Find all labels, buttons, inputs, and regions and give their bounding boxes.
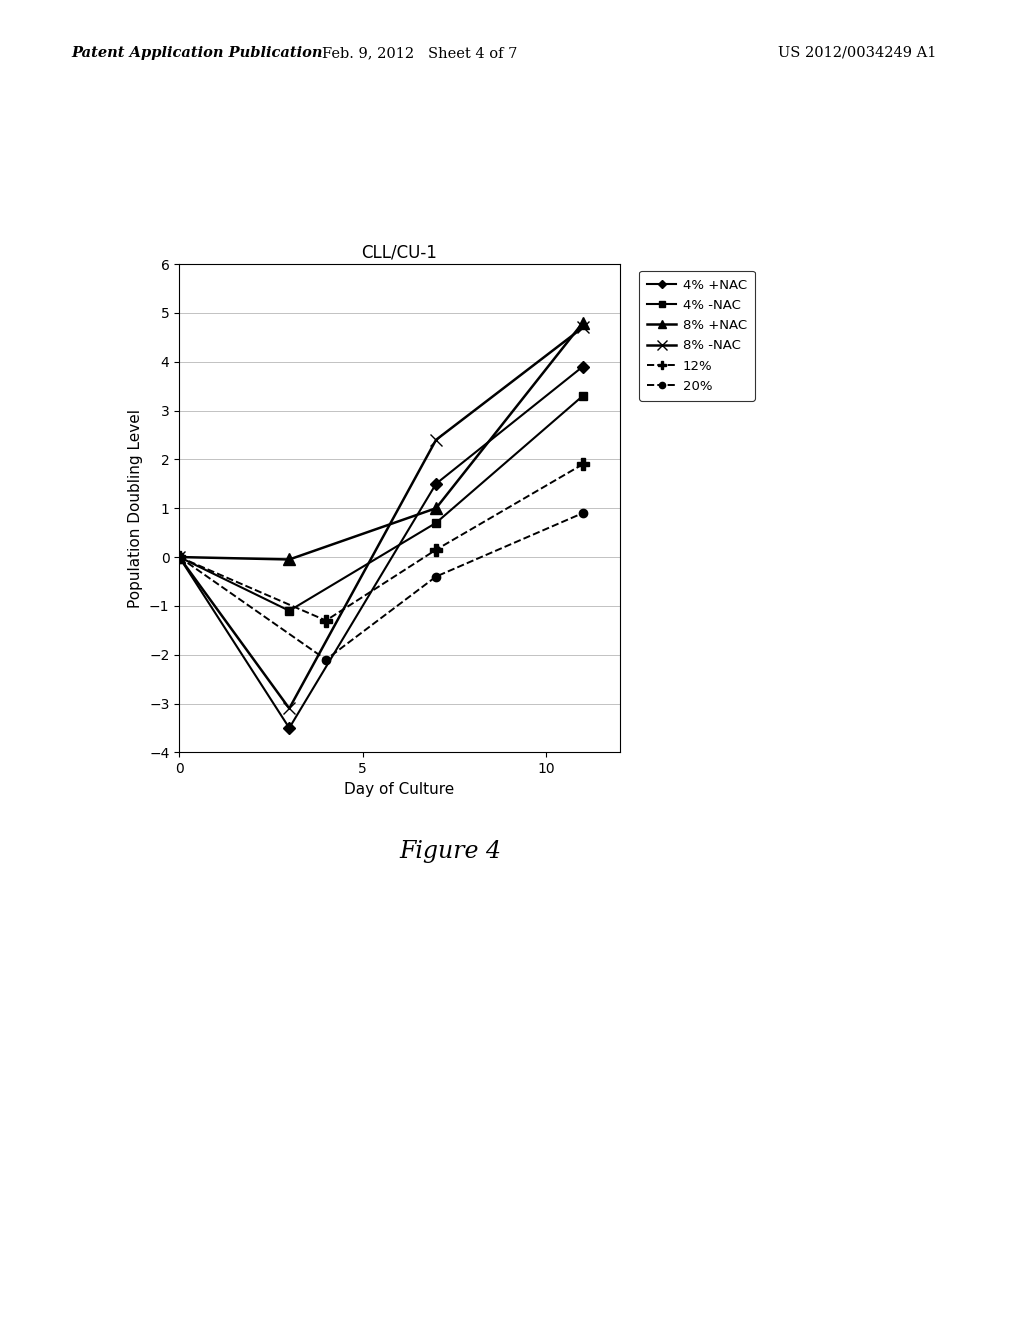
12% (173, 549, 185, 565)
Line: 4% +NAC: 4% +NAC (175, 363, 587, 733)
8% +NAC (430, 500, 442, 516)
Text: US 2012/0034249 A1: US 2012/0034249 A1 (778, 46, 937, 59)
4% +NAC (283, 721, 295, 737)
8% -NAC (430, 432, 442, 447)
20% (173, 549, 185, 565)
20% (319, 652, 332, 668)
8% -NAC (577, 319, 589, 335)
Line: 4% -NAC: 4% -NAC (175, 392, 587, 615)
8% -NAC (283, 701, 295, 717)
Line: 8% -NAC: 8% -NAC (173, 321, 589, 714)
Line: 12%: 12% (174, 458, 589, 626)
8% +NAC (283, 552, 295, 568)
12% (319, 612, 332, 628)
Y-axis label: Population Doubling Level: Population Doubling Level (128, 409, 143, 607)
Line: 20%: 20% (175, 510, 587, 664)
12% (430, 541, 442, 557)
4% -NAC (283, 603, 295, 619)
4% -NAC (577, 388, 589, 404)
8% -NAC (173, 549, 185, 565)
4% +NAC (577, 359, 589, 375)
4% +NAC (430, 475, 442, 491)
Line: 8% +NAC: 8% +NAC (174, 317, 589, 565)
Text: Figure 4: Figure 4 (399, 840, 502, 863)
4% -NAC (173, 549, 185, 565)
20% (430, 569, 442, 585)
4% +NAC (173, 549, 185, 565)
Text: Patent Application Publication: Patent Application Publication (72, 46, 324, 59)
Title: CLL/CU-1: CLL/CU-1 (361, 243, 437, 261)
8% +NAC (173, 549, 185, 565)
20% (577, 506, 589, 521)
8% +NAC (577, 314, 589, 330)
X-axis label: Day of Culture: Day of Culture (344, 781, 455, 797)
Legend: 4% +NAC, 4% -NAC, 8% +NAC, 8% -NAC, 12%, 20%: 4% +NAC, 4% -NAC, 8% +NAC, 8% -NAC, 12%,… (639, 271, 755, 401)
4% -NAC (430, 515, 442, 531)
Text: Feb. 9, 2012   Sheet 4 of 7: Feb. 9, 2012 Sheet 4 of 7 (323, 46, 517, 59)
12% (577, 457, 589, 473)
